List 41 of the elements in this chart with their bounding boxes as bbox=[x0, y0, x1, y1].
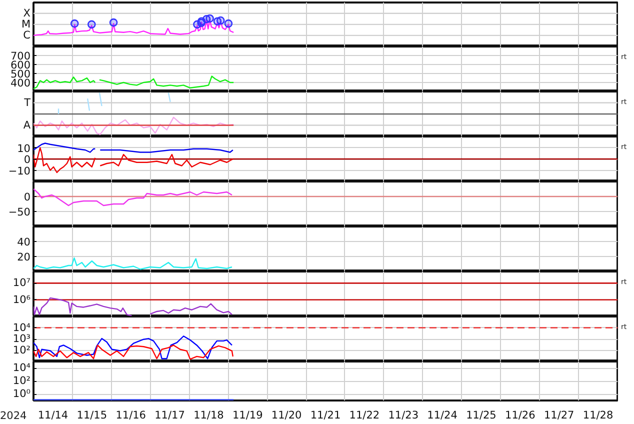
y-tick-label: 10⁰ bbox=[12, 388, 31, 400]
line-series bbox=[34, 257, 233, 270]
x-tick-label: 11/23 bbox=[388, 410, 419, 422]
text: 2024 bbox=[0, 409, 28, 424]
y-tick-label: 0 bbox=[24, 154, 31, 166]
ref-line-label: T bbox=[23, 96, 32, 109]
y-tick-label: 40 bbox=[17, 236, 31, 248]
line-series bbox=[34, 344, 234, 360]
line-series bbox=[34, 188, 233, 206]
x-tick-label: 11/22 bbox=[349, 410, 380, 422]
x-tick-label: 11/26 bbox=[505, 410, 536, 422]
x-tick-label: 11/17 bbox=[154, 410, 185, 422]
y-tick-label: −10 bbox=[8, 165, 31, 178]
y-tick-label: 10⁶ bbox=[12, 294, 31, 306]
y-tick-label: 20 bbox=[17, 252, 31, 264]
x-tick-label: 11/28 bbox=[582, 410, 614, 422]
y-tick-label: 10⁴ bbox=[12, 362, 31, 374]
x-tick-label: 11/18 bbox=[194, 410, 224, 422]
line-series bbox=[34, 336, 233, 360]
ref-line-label: C bbox=[23, 29, 31, 42]
y-tick-label: 10² bbox=[12, 344, 31, 356]
ref-line-label: M bbox=[21, 18, 31, 30]
x-tick-label: 11/16 bbox=[116, 410, 146, 422]
x-tick-label: 11/27 bbox=[544, 410, 574, 422]
y-tick-label: 0 bbox=[24, 192, 31, 204]
y-tick-label: 400 bbox=[10, 78, 31, 90]
y-tick-label: 10⁷ bbox=[12, 277, 31, 290]
x-tick-label: 11/15 bbox=[76, 410, 108, 422]
x-tick-label: 11/20 bbox=[271, 410, 302, 422]
x-tick-label: 11/19 bbox=[232, 410, 263, 422]
x-tick-label: 11/14 bbox=[38, 410, 68, 422]
x-tick-label: 11/24 bbox=[427, 410, 458, 422]
y-tick-label: 10 bbox=[17, 142, 31, 155]
x-tick-label: 11/25 bbox=[466, 410, 496, 422]
y-tick-label: 10³ bbox=[12, 333, 31, 345]
ref-line-label: X bbox=[23, 7, 31, 20]
ref-line-label: A bbox=[23, 119, 32, 132]
y-tick-label: 10² bbox=[12, 375, 31, 387]
y-tick-label: −50 bbox=[8, 206, 31, 218]
y-tick-label: 10⁴ bbox=[12, 322, 31, 334]
x-tick-label: 11/21 bbox=[310, 410, 341, 422]
